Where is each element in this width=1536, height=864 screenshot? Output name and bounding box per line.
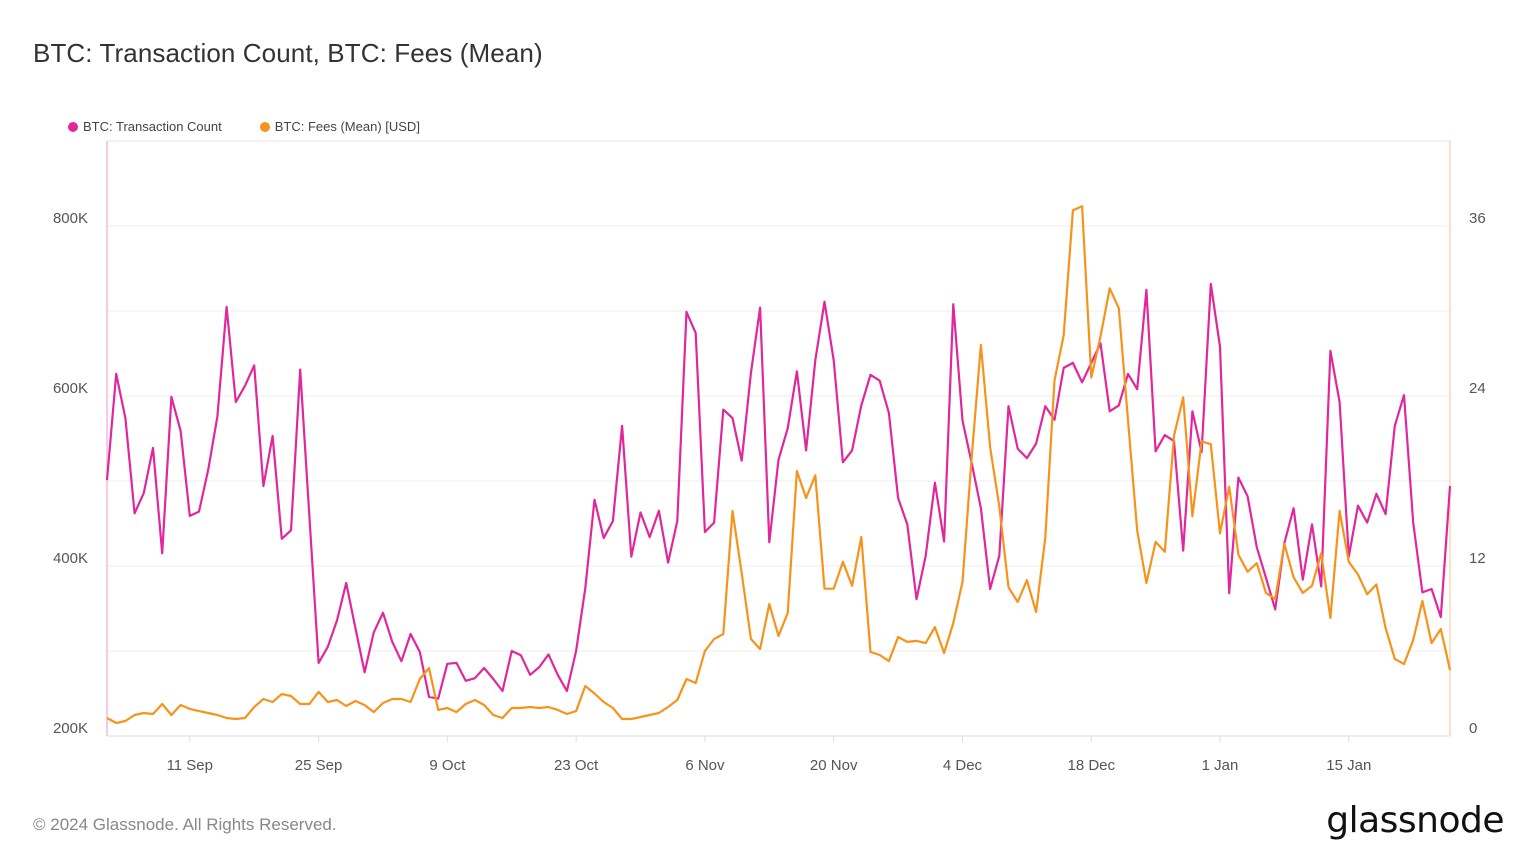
x-tick-label: 4 Dec [943, 757, 983, 774]
y-right-tick-label: 36 [1469, 210, 1486, 227]
x-tick-label: 23 Oct [554, 757, 599, 774]
x-tick-label: 15 Jan [1326, 757, 1371, 774]
x-tick-label: 11 Sep [167, 757, 213, 774]
x-tick-label: 6 Nov [685, 757, 725, 774]
series-line-transaction-count [105, 282, 1452, 700]
x-tick-label: 9 Oct [429, 757, 466, 774]
series-line-fees [106, 205, 1452, 725]
copyright-text: © 2024 Glassnode. All Rights Reserved. [33, 815, 337, 834]
glassnode-logo: glassnode [1326, 800, 1504, 841]
legend: BTC: Transaction Count BTC: Fees (Mean) … [68, 119, 420, 134]
x-tick-label: 20 Nov [810, 757, 858, 774]
y-right-tick-label: 24 [1469, 380, 1486, 397]
y-left-tick-label: 200K [53, 720, 88, 737]
legend-label: BTC: Transaction Count [83, 119, 222, 134]
legend-dot-fees-icon [259, 121, 270, 132]
x-tick-label: 18 Dec [1067, 757, 1115, 774]
legend-item-transaction-count[interactable]: BTC: Transaction Count [68, 119, 222, 134]
x-tick-label: 25 Sep [295, 757, 343, 774]
legend-label: BTC: Fees (Mean) [USD] [274, 119, 420, 134]
legend-dot-transaction-count-icon [68, 121, 78, 132]
legend-item-fees[interactable]: BTC: Fees (Mean) [USD] [259, 119, 420, 134]
y-right-tick-label: 12 [1469, 550, 1486, 567]
x-tick-label: 1 Jan [1202, 757, 1239, 774]
y-left-tick-label: 400K [53, 550, 88, 567]
y-left-tick-label: 800K [53, 210, 88, 227]
chart-title: BTC: Transaction Count, BTC: Fees (Mean) [33, 38, 543, 68]
y-right-tick-label: 0 [1469, 720, 1477, 737]
y-left-tick-label: 600K [53, 380, 88, 397]
